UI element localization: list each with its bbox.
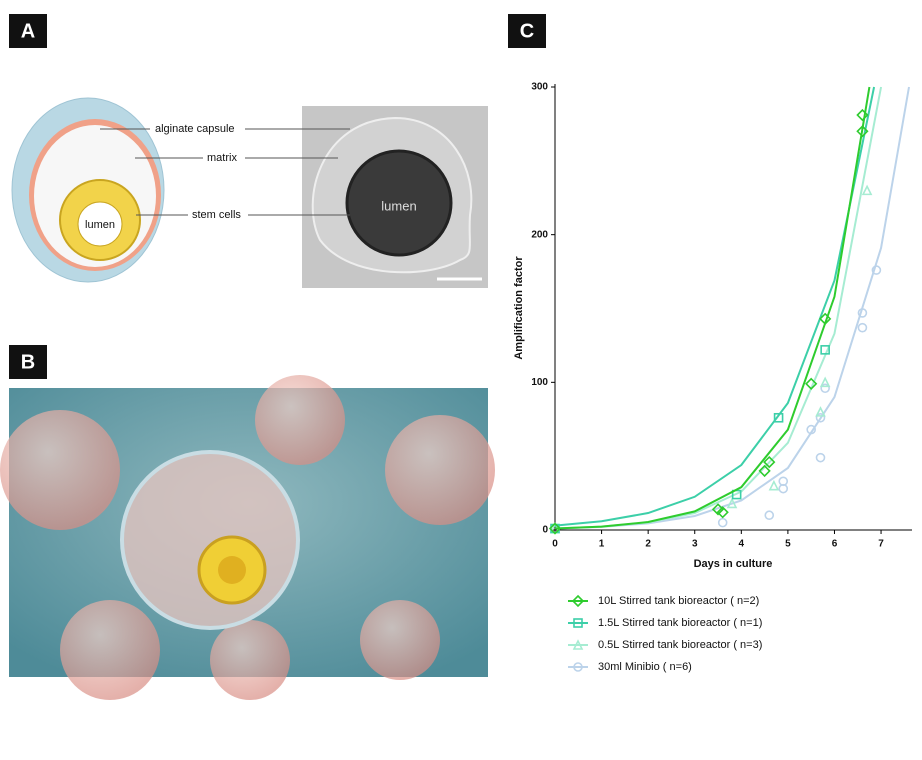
x-tick-label: 1 bbox=[599, 539, 605, 550]
annotation: stem cells bbox=[192, 209, 241, 221]
point bbox=[773, 412, 784, 423]
y-tick-label: 300 bbox=[531, 82, 548, 93]
legend-label: 0.5L Stirred tank bioreactor ( n=3) bbox=[598, 639, 762, 651]
y-tick-label: 100 bbox=[531, 377, 548, 388]
lumen-label: lumen bbox=[85, 219, 115, 231]
point bbox=[857, 322, 868, 333]
panel-label-box bbox=[9, 345, 47, 379]
point bbox=[820, 345, 830, 355]
schematic: lumen lumen alginate capsule matrix stem… bbox=[11, 97, 488, 288]
point bbox=[806, 424, 816, 435]
point bbox=[871, 265, 882, 275]
point bbox=[716, 506, 729, 519]
legend-label: 30ml Minibio ( n=6) bbox=[598, 661, 692, 673]
point bbox=[815, 412, 826, 423]
fit-curve bbox=[554, 86, 876, 527]
panel-label: B bbox=[21, 351, 35, 373]
y-tick-label: 0 bbox=[542, 525, 548, 536]
point bbox=[778, 476, 789, 487]
x-tick-label: 3 bbox=[692, 539, 698, 550]
point bbox=[764, 510, 775, 521]
panel-label: C bbox=[520, 20, 534, 42]
point bbox=[861, 184, 873, 196]
legend-label: 1.5L Stirred tank bioreactor ( n=1) bbox=[598, 617, 762, 629]
x-tick-label: 2 bbox=[645, 539, 651, 550]
legend-marker bbox=[571, 594, 585, 608]
x-tick-label: 5 bbox=[785, 539, 791, 550]
point bbox=[726, 497, 738, 509]
point bbox=[857, 308, 868, 318]
y-axis-label: Amplification factor bbox=[513, 256, 525, 360]
x-tick-label: 0 bbox=[552, 539, 558, 550]
point bbox=[815, 406, 826, 417]
legend-label: 10L Stirred tank bioreactor ( n=2) bbox=[598, 595, 759, 607]
illustration bbox=[0, 375, 495, 700]
point bbox=[815, 452, 826, 463]
fit-curve bbox=[554, 86, 883, 530]
y-tick-label: 200 bbox=[531, 229, 548, 240]
point bbox=[819, 312, 832, 325]
point bbox=[805, 377, 818, 390]
legend-marker bbox=[573, 662, 583, 672]
x-tick-label: 7 bbox=[878, 539, 884, 550]
panel-label-box bbox=[9, 14, 47, 48]
annotation: alginate capsule bbox=[155, 123, 235, 135]
lumen-label: lumen bbox=[381, 198, 416, 213]
x-tick-label: 6 bbox=[832, 539, 838, 550]
point bbox=[763, 455, 776, 469]
point bbox=[548, 522, 562, 535]
point bbox=[717, 517, 728, 528]
point bbox=[820, 383, 830, 394]
x-axis-label: Days in culture bbox=[694, 558, 773, 570]
annotation: matrix bbox=[207, 152, 237, 164]
panel-label-box bbox=[508, 14, 546, 48]
point bbox=[819, 376, 831, 388]
legend-marker bbox=[573, 618, 583, 628]
x-tick-label: 4 bbox=[739, 539, 745, 550]
point bbox=[856, 108, 869, 122]
point bbox=[758, 464, 771, 478]
fit-curve bbox=[554, 86, 871, 530]
point bbox=[768, 479, 780, 491]
panel-label: A bbox=[21, 20, 35, 42]
legend-marker bbox=[572, 639, 584, 650]
point bbox=[856, 125, 869, 138]
fit-curve bbox=[554, 86, 910, 530]
